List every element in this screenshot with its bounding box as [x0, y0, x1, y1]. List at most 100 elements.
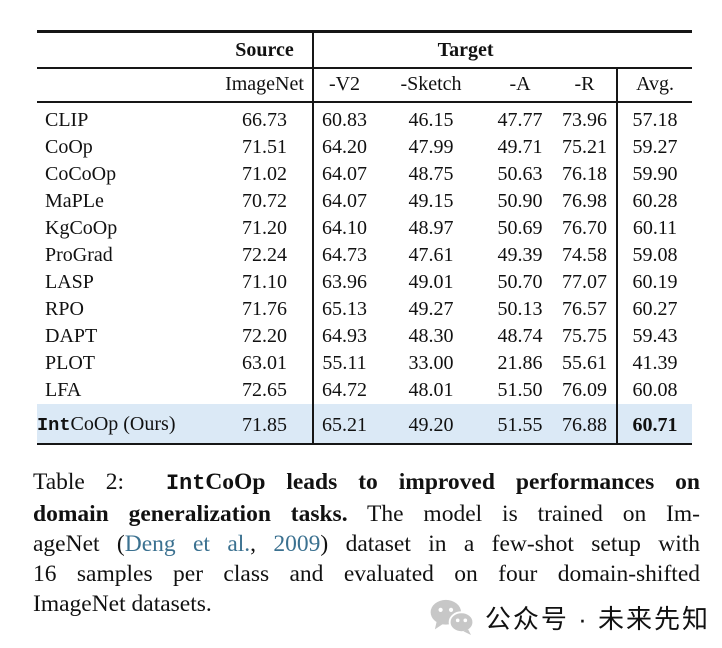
caption-bold-text: CoOp leads to improved performances on — [205, 469, 700, 495]
table-row: PLOT 63.01 55.11 33.00 21.86 55.61 41.39 — [37, 350, 693, 377]
value-cell: 72.24 — [242, 244, 287, 266]
value-cell: 63.96 — [312, 269, 375, 296]
value-cell: 48.97 — [408, 217, 454, 239]
watermark-text: 公众号 · 未来先知 — [484, 603, 710, 634]
value-cell: 41.39 — [616, 350, 693, 377]
caption-text: The model is trained on Im- — [347, 501, 700, 527]
method-col-header — [37, 68, 217, 102]
value-cell: 47.77 — [497, 109, 543, 131]
col-header-r: -R — [574, 73, 595, 95]
table-row: LASP 71.10 63.96 49.01 50.70 77.07 60.19 — [37, 269, 693, 296]
value-cell: 49.27 — [408, 298, 454, 320]
value-cell: 50.70 — [497, 271, 543, 293]
value-cell: 70.72 — [242, 190, 287, 212]
value-cell: 66.73 — [242, 109, 287, 131]
caption-mono-text: Int — [166, 471, 206, 496]
value-cell: 71.10 — [242, 271, 287, 293]
value-cell: 64.20 — [312, 134, 375, 161]
value-cell: 60.27 — [616, 296, 693, 323]
value-cell: 64.93 — [312, 323, 375, 350]
caption-text: 16 samples per class and evaluated on fo… — [33, 561, 700, 587]
value-cell: 46.15 — [408, 109, 454, 131]
caption-line: 16 samples per class and evaluated on fo… — [33, 559, 700, 589]
table-row: MaPLe 70.72 64.07 49.15 50.90 76.98 60.28 — [37, 188, 693, 215]
value-cell: 76.98 — [562, 190, 608, 212]
caption-line: domain generalization tasks. The model i… — [33, 499, 700, 529]
caption-line: Table 2: IntCoOp leads to improved perfo… — [33, 467, 700, 499]
value-cell: 57.18 — [616, 102, 693, 134]
method-name: CLIP — [45, 109, 89, 131]
value-cell: 71.02 — [242, 163, 287, 185]
value-cell: 64.73 — [312, 242, 375, 269]
col-header-a: -A — [509, 73, 531, 95]
value-cell: 76.70 — [562, 217, 608, 239]
value-cell: 50.69 — [497, 217, 543, 239]
table-row: ProGrad 72.24 64.73 47.61 49.39 74.58 59.08 — [37, 242, 693, 269]
value-cell: 59.43 — [616, 323, 693, 350]
value-cell: 48.74 — [497, 325, 543, 347]
value-cell: 49.15 — [408, 190, 454, 212]
value-cell: 59.27 — [616, 134, 693, 161]
value-cell: 76.18 — [562, 163, 608, 185]
value-cell: 49.20 — [408, 413, 454, 436]
table-row: LFA 72.65 64.72 48.01 51.50 76.09 60.08 — [37, 377, 693, 404]
value-cell: 48.01 — [408, 379, 454, 401]
table-row: DAPT 72.20 64.93 48.30 48.74 75.75 59.43 — [37, 323, 693, 350]
value-cell: 64.07 — [312, 161, 375, 188]
value-cell: 47.99 — [408, 136, 454, 158]
value-cell: 76.09 — [562, 379, 608, 401]
value-cell: 76.88 — [562, 413, 608, 436]
value-cell: 73.96 — [562, 109, 608, 131]
avg-group-spacer — [617, 32, 692, 69]
caption-text: ageNet ( — [33, 531, 125, 557]
value-cell: 55.61 — [562, 352, 608, 374]
method-name: CoCoOp — [45, 163, 117, 185]
value-cell: 51.55 — [497, 413, 543, 436]
method-name: KgCoOp — [45, 217, 118, 239]
table-caption: Table 2: IntCoOp leads to improved perfo… — [33, 467, 700, 619]
table-row: KgCoOp 71.20 64.10 48.97 50.69 76.70 60.11 — [37, 215, 693, 242]
value-cell: 71.85 — [242, 413, 287, 436]
method-name: CoOp — [45, 136, 93, 158]
column-header-row: ImageNet -V2 -Sketch -A -R Avg. — [37, 68, 693, 102]
caption-text: Table 2: — [33, 469, 166, 495]
value-cell: 60.08 — [616, 377, 693, 404]
value-cell: 59.90 — [616, 161, 693, 188]
citation-link[interactable]: 2009 — [273, 531, 321, 557]
table-row: CLIP 66.73 60.83 46.15 47.77 73.96 57.18 — [37, 102, 693, 134]
value-cell: 33.00 — [408, 352, 454, 374]
value-cell: 48.30 — [408, 325, 454, 347]
col-header-sketch: -Sketch — [400, 73, 462, 95]
method-name: ProGrad — [45, 244, 113, 266]
value-cell: 71.20 — [242, 217, 287, 239]
value-cell: 64.07 — [312, 188, 375, 215]
value-cell: 71.76 — [242, 298, 287, 320]
caption-text: , — [250, 531, 274, 557]
value-cell: 50.63 — [497, 163, 543, 185]
value-cell: 49.01 — [408, 271, 454, 293]
value-cell: 50.90 — [497, 190, 543, 212]
value-cell: 47.61 — [408, 244, 454, 266]
value-cell: 60.19 — [616, 269, 693, 296]
table-row: CoOp 71.51 64.20 47.99 49.71 75.21 59.27 — [37, 134, 693, 161]
value-cell: 64.10 — [312, 215, 375, 242]
target-group-header: Target — [311, 31, 618, 68]
caption-text: ) dataset in a few-shot setup with — [320, 531, 701, 557]
group-header-row: Source Target — [37, 31, 693, 69]
watermark: 公众号 · 未来先知 — [429, 598, 710, 636]
method-name: RPO — [45, 298, 84, 320]
value-cell: 60.11 — [616, 215, 693, 242]
results-table: Source Target ImageNet -V2 -Sketch -A -R… — [37, 30, 693, 445]
method-name: MaPLe — [45, 190, 104, 212]
corner-cell — [37, 32, 217, 69]
citation-link[interactable]: Deng et al. — [124, 531, 251, 557]
highlight-row-intcoop: IntCoOp (Ours) 71.85 65.21 49.20 51.55 76.88 6… — [37, 404, 693, 444]
value-cell: 71.51 — [242, 136, 287, 158]
value-cell: 59.08 — [616, 242, 693, 269]
value-cell: 72.20 — [242, 325, 287, 347]
table-body: CLIP 66.73 60.83 46.15 47.77 73.96 57.18 CoOp 71… — [37, 102, 693, 444]
value-cell: 75.21 — [562, 136, 608, 158]
method-name: LASP — [45, 271, 94, 293]
method-name: LFA — [45, 379, 82, 401]
value-cell: 64.72 — [312, 377, 375, 404]
